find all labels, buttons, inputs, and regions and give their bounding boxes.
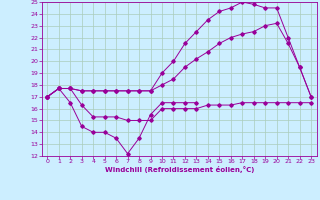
X-axis label: Windchill (Refroidissement éolien,°C): Windchill (Refroidissement éolien,°C) [105,166,254,173]
